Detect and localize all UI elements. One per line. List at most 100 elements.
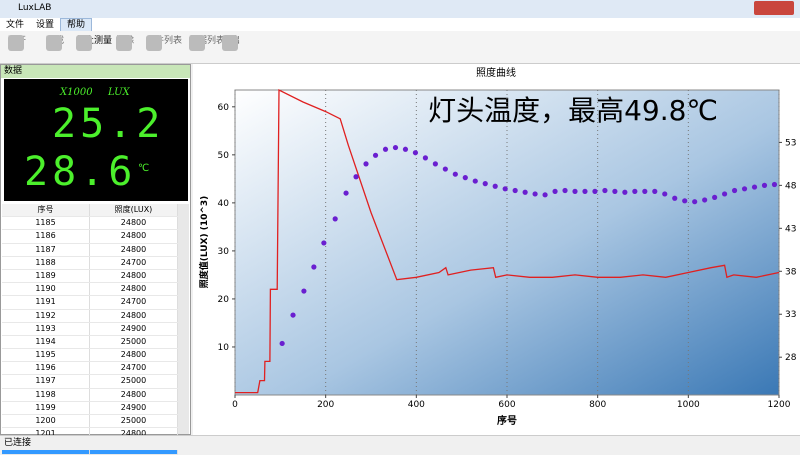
table-row[interactable]: 1191 24700 — [2, 296, 178, 310]
toolbar-icon — [46, 35, 62, 51]
temperature-point — [741, 186, 748, 192]
y2-tick-label: 43 — [785, 224, 796, 234]
temperature-point — [622, 189, 628, 195]
toolbar-button[interactable]: 退出 — [222, 33, 240, 51]
toolbar-button[interactable]: 擦除 — [116, 33, 134, 51]
table-cell: 25000 — [90, 335, 178, 349]
table-cell: 1186 — [2, 230, 90, 243]
y-axis-label: 照度值(LUX) (10^3) — [198, 196, 210, 289]
x-tick-label: 1200 — [768, 400, 791, 410]
table-cell: 1197 — [2, 375, 90, 388]
table-cell: 24800 — [90, 349, 178, 362]
temperature-point — [332, 216, 338, 222]
table-cell: 24800 — [90, 217, 178, 230]
toolbar-button[interactable]: 停止测量 — [76, 33, 113, 51]
temperature-point — [311, 264, 317, 270]
temperature-point — [382, 146, 389, 152]
temperature-point — [402, 146, 409, 152]
toolbar-button[interactable]: 数据列表 — [189, 33, 226, 51]
table-row[interactable]: 1196 24700 — [2, 362, 178, 376]
table-cell: 1185 — [2, 217, 90, 230]
close-button[interactable] — [754, 1, 794, 15]
menu-item[interactable]: 文件 — [6, 20, 25, 30]
menu-item[interactable]: 设置 — [36, 20, 55, 30]
temperature-point — [542, 192, 548, 198]
toolbar-label: 文件列表 — [146, 36, 183, 46]
table-cell: 1190 — [2, 283, 90, 296]
table-cell: 24800 — [90, 243, 178, 256]
temperature-point — [442, 166, 448, 172]
table-cell: 1188 — [2, 256, 90, 269]
table-cell: 1194 — [2, 335, 90, 349]
table-cell: 24900 — [90, 401, 178, 414]
toolbar-label: 停止测量 — [76, 36, 113, 46]
temperature-point — [572, 188, 578, 194]
table-row[interactable]: 1197 25000 — [2, 375, 178, 389]
temperature-point — [301, 288, 307, 294]
temperature-point — [472, 178, 478, 184]
temperature-point — [562, 187, 568, 194]
table-cell: 24800 — [90, 269, 178, 283]
table-cell: 1187 — [2, 243, 90, 256]
table-row[interactable]: 1190 24800 — [2, 283, 178, 297]
toolbar-button[interactable]: 文件列表 — [146, 33, 183, 51]
temperature-point — [632, 188, 638, 194]
table-cell: 1193 — [2, 322, 90, 335]
table-row[interactable]: 1193 24900 — [2, 322, 178, 336]
table-cell: 24700 — [90, 362, 178, 375]
y2-tick-label: 33 — [785, 310, 796, 320]
table-cell: 1196 — [2, 362, 90, 375]
table-cell: 1198 — [2, 388, 90, 401]
x-tick-label: 600 — [498, 400, 515, 410]
table-row[interactable]: 1199 24900 — [2, 401, 178, 415]
chart: 照度曲线 灯头温度，最高49.8℃ 序号 照度值(LUX) (10^3) 0 20… — [193, 64, 800, 435]
x-axis-label: 序号 — [497, 414, 517, 427]
window-title: LuxLAB — [18, 3, 52, 13]
temperature-point — [672, 195, 678, 201]
table-row[interactable]: 1187 24800 — [2, 243, 178, 257]
toolbar-icon — [222, 35, 238, 51]
table-cell: 1192 — [2, 309, 90, 322]
temperature-point — [712, 194, 718, 200]
panel-title: 数据 — [1, 65, 190, 78]
temperature-point — [492, 183, 498, 189]
temperature-point — [462, 175, 468, 181]
y-tick-label: 60 — [218, 103, 230, 113]
table-row[interactable]: 1194 25000 — [2, 335, 178, 350]
temperature-point — [682, 198, 688, 204]
temperature-point — [502, 186, 508, 192]
temperature-point — [532, 191, 538, 197]
table-row[interactable]: 1192 24800 — [2, 309, 178, 323]
table-row[interactable]: 1188 24700 — [2, 256, 178, 270]
table-cell: 24800 — [90, 388, 178, 401]
multiplier: X1000 — [60, 87, 93, 98]
table-cell: 24900 — [90, 322, 178, 335]
table-row[interactable]: 1198 24800 — [2, 388, 178, 402]
toolbar-icon — [8, 35, 24, 51]
toolbar-label: 数据列表 — [189, 36, 226, 46]
table-row[interactable]: 1200 25000 — [2, 415, 178, 429]
table-row[interactable]: 1189 24800 — [2, 269, 178, 284]
temperature-point — [279, 340, 285, 347]
temperature-point — [761, 182, 768, 188]
scrollbar[interactable] — [178, 204, 189, 434]
table-row[interactable]: 1186 24800 — [2, 230, 178, 244]
temperature-point — [722, 191, 728, 197]
temperature-point — [372, 152, 379, 158]
toolbar: 断开 下载 停止测量擦除 文件列表数据列表退出 — [0, 31, 800, 64]
table-cell: 24700 — [90, 296, 178, 309]
table-row[interactable]: 1185 24800 — [2, 217, 178, 231]
toolbar-button[interactable]: 断开 — [8, 33, 26, 51]
table-cell: 24800 — [90, 309, 178, 322]
menu-bar: 文件 设置 帮助 — [0, 18, 800, 33]
table-row[interactable]: 1195 24800 — [2, 349, 178, 363]
toolbar-button[interactable]: 下载 — [46, 33, 64, 51]
toolbar-icon — [116, 35, 132, 51]
temperature-point — [512, 187, 518, 194]
temperature-point — [452, 171, 458, 177]
table-cell: 24700 — [90, 256, 178, 269]
x-tick-label: 200 — [317, 400, 334, 410]
temperature-point — [612, 188, 618, 194]
table-cell: 1195 — [2, 349, 90, 362]
table-header: 序号 照度(LUX) — [2, 204, 178, 218]
